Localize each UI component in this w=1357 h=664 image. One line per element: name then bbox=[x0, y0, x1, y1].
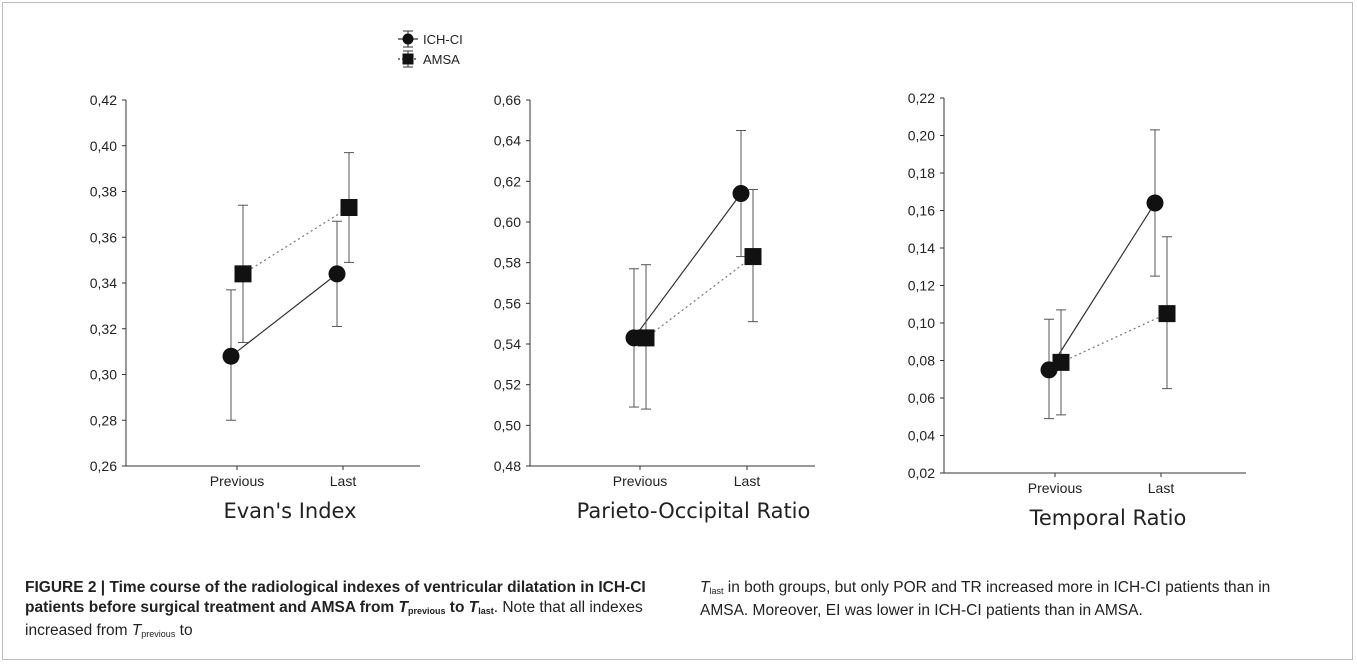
series-line-amsa bbox=[242, 207, 350, 275]
x-tick-label: Previous bbox=[613, 473, 667, 489]
chart-title: Temporal Ratio bbox=[1029, 506, 1187, 530]
series-line-amsa bbox=[645, 256, 754, 339]
x-tick-label: Last bbox=[330, 473, 357, 489]
data-point-amsa bbox=[340, 199, 358, 217]
series-line-ich-ci bbox=[230, 273, 338, 357]
caption-t: T bbox=[700, 579, 710, 596]
y-tick-label: 0,28 bbox=[90, 412, 117, 428]
y-tick-label: 0,64 bbox=[494, 133, 521, 149]
y-tick-label: 0,40 bbox=[90, 138, 117, 154]
series-line-ich-ci bbox=[1048, 202, 1156, 371]
y-tick-label: 0,04 bbox=[908, 428, 935, 444]
y-tick-label: 0,54 bbox=[494, 336, 521, 352]
series-line-amsa bbox=[1060, 313, 1168, 363]
chart-1: 0,26 0,28 0,30 0,32 0,34 0,36 0,38 0,40 0,42 Prev… bbox=[90, 92, 420, 523]
y-tick-label: 0,14 bbox=[908, 240, 935, 256]
y-tick-label: 0,62 bbox=[494, 173, 521, 189]
y-tick-label: 0,60 bbox=[494, 214, 521, 230]
caption-t: T bbox=[468, 599, 479, 616]
figure-charts: 0,26 0,28 0,30 0,32 0,34 0,36 0,38 0,40 0,42 Prev… bbox=[90, 30, 1246, 530]
legend-label: ICH-CI bbox=[423, 32, 463, 47]
caption-sub-last: last bbox=[709, 586, 724, 596]
data-point-ich-ci bbox=[1146, 194, 1164, 212]
legend: ICH-CI AMSA bbox=[398, 30, 463, 68]
y-tick-label: 0,38 bbox=[90, 184, 117, 200]
data-point-ich-ci bbox=[732, 185, 750, 203]
chart-3: 0,02 0,04 0,06 0,08 0,10 0,12 0,14 0,16 0,18 0,20… bbox=[908, 90, 1246, 530]
caption-left: FIGURE 2 | Time course of the radiologic… bbox=[25, 578, 665, 644]
y-tick-label: 0,18 bbox=[908, 165, 935, 181]
y-tick-label: 0,22 bbox=[908, 90, 935, 106]
caption-text-2: to bbox=[175, 622, 193, 639]
caption-t: T bbox=[131, 622, 142, 639]
y-tick-label: 0,10 bbox=[908, 315, 935, 331]
y-tick-label: 0,16 bbox=[908, 203, 935, 219]
y-tick-label: 0,66 bbox=[494, 92, 521, 108]
y-tick-label: 0,08 bbox=[908, 353, 935, 369]
data-point-ich-ci bbox=[328, 265, 346, 283]
caption-text-3: in both groups, but only POR and TR incr… bbox=[700, 579, 1271, 619]
y-tick-label: 0,26 bbox=[90, 458, 117, 474]
y-tick-label: 0,36 bbox=[90, 229, 117, 245]
x-tick-label: Last bbox=[734, 473, 761, 489]
y-tick-label: 0,34 bbox=[90, 275, 117, 291]
y-tick-label: 0,56 bbox=[494, 295, 521, 311]
legend-marker-square bbox=[402, 53, 414, 65]
x-tick-label: Last bbox=[1148, 480, 1175, 496]
y-tick-label: 0,52 bbox=[494, 377, 521, 393]
caption-title: Time course of the radiological indexes … bbox=[25, 579, 646, 616]
y-tick-label: 0,42 bbox=[90, 92, 117, 108]
data-point-amsa bbox=[744, 248, 762, 266]
caption-text-1: . Note that all indexes increased from bbox=[25, 599, 643, 639]
y-tick-label: 0,48 bbox=[494, 458, 521, 474]
data-point-ich-ci bbox=[222, 347, 240, 365]
x-tick-label: Previous bbox=[210, 473, 264, 489]
y-tick-label: 0,02 bbox=[908, 465, 935, 481]
caption-t: T bbox=[398, 599, 408, 616]
caption-sub-last: last bbox=[478, 606, 494, 616]
y-tick-label: 0,58 bbox=[494, 255, 521, 271]
caption-label: FIGURE 2 | bbox=[25, 579, 110, 596]
data-point-amsa bbox=[234, 265, 252, 283]
y-tick-label: 0,32 bbox=[90, 321, 117, 337]
chart-title: Parieto-Occipital Ratio bbox=[577, 499, 811, 523]
caption-to: to bbox=[445, 599, 469, 616]
caption-right: Tlast in both groups, but only POR and T… bbox=[700, 578, 1310, 621]
x-tick-label: Previous bbox=[1028, 480, 1082, 496]
caption-sub-previous: previous bbox=[141, 629, 176, 639]
data-point-amsa bbox=[1052, 353, 1070, 371]
data-point-amsa bbox=[1158, 305, 1176, 323]
data-point-amsa bbox=[637, 329, 655, 347]
y-tick-label: 0,12 bbox=[908, 278, 935, 294]
series-line-ich-ci bbox=[633, 193, 742, 339]
y-tick-label: 0,30 bbox=[90, 367, 117, 383]
chart-2: 0,48 0,50 0,52 0,54 0,56 0,58 0,60 0,62 0,64 0,66… bbox=[494, 92, 815, 523]
y-tick-label: 0,06 bbox=[908, 390, 935, 406]
chart-title: Evan's Index bbox=[223, 499, 356, 523]
legend-marker-circle bbox=[402, 33, 414, 45]
legend-label: AMSA bbox=[423, 52, 460, 67]
y-tick-label: 0,20 bbox=[908, 128, 935, 144]
y-tick-label: 0,50 bbox=[494, 417, 521, 433]
caption-sub-previous: previous bbox=[407, 606, 446, 616]
